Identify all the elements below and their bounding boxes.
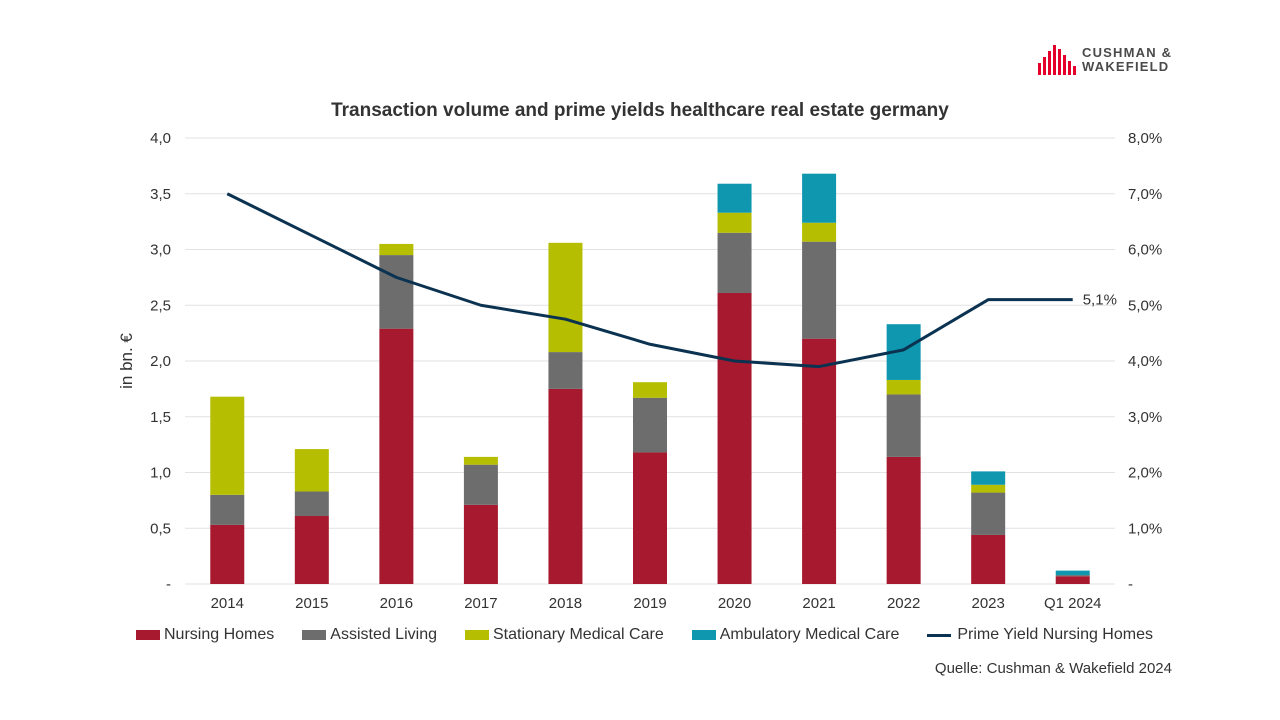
legend-label: Prime Yield Nursing Homes — [957, 626, 1153, 643]
bar-assisted-living — [379, 255, 414, 329]
bar-stationary-medical-care — [548, 242, 583, 353]
x-tick-label: Q1 2024 — [1044, 595, 1102, 612]
x-tick-label: 2015 — [295, 595, 328, 612]
bar-nursing-homes — [463, 504, 498, 584]
y-tick-label: 3,5 — [150, 186, 171, 203]
bar-nursing-homes — [548, 388, 583, 584]
legend-item: Stationary Medical Care — [464, 626, 664, 644]
x-tick-label: 2014 — [211, 595, 244, 612]
bar-stationary-medical-care — [971, 484, 1006, 493]
bar-nursing-homes — [717, 292, 752, 584]
x-tick-label: 2017 — [464, 595, 497, 612]
bar-nursing-homes — [802, 338, 837, 584]
bar-assisted-living — [1055, 575, 1090, 577]
y2-tick-label: 3,0% — [1128, 409, 1162, 426]
legend-item: Prime Yield Nursing Homes — [927, 626, 1153, 644]
bar-assisted-living — [210, 494, 245, 525]
bar-nursing-homes — [886, 456, 921, 584]
x-tick-label: 2020 — [718, 595, 751, 612]
legend-swatch — [691, 630, 716, 640]
bar-stationary-medical-care — [717, 212, 752, 233]
logo-mark-icon — [1038, 45, 1076, 75]
bar-nursing-homes — [294, 515, 329, 584]
bar-assisted-living — [717, 232, 752, 293]
bar-ambulatory-medical-care — [971, 471, 1006, 485]
yield-end-label: 5,1% — [1083, 292, 1117, 309]
source-note: Quelle: Cushman & Wakefield 2024 — [934, 660, 1172, 677]
y-tick-label: 1,0 — [150, 465, 171, 482]
y2-tick-label: 2,0% — [1128, 465, 1162, 482]
y-tick-label: 0,5 — [150, 520, 171, 537]
y2-tick-label: 5,0% — [1128, 297, 1162, 314]
legend-swatch — [136, 630, 160, 640]
y2-tick-label: 7,0% — [1128, 186, 1162, 203]
bar-assisted-living — [463, 464, 498, 505]
bar-stationary-medical-care — [633, 382, 667, 398]
x-tick-label: 2018 — [549, 595, 582, 612]
legend-label: Nursing Homes — [164, 626, 275, 643]
bar-stationary-medical-care — [210, 396, 245, 495]
bar-nursing-homes — [210, 524, 245, 584]
bar-stationary-medical-care — [886, 379, 921, 395]
y2-tick-label: 1,0% — [1128, 520, 1162, 537]
y2-tick-label: 4,0% — [1128, 353, 1162, 370]
bar-assisted-living — [971, 492, 1006, 535]
x-tick-label: 2022 — [887, 595, 920, 612]
legend-swatch — [302, 630, 327, 640]
prime-yield-line — [226, 192, 1073, 369]
legend-swatch — [927, 633, 952, 637]
chart-legend: Nursing Homes Assisted Living Stationary M… — [136, 626, 1153, 644]
y-tick-label: 1,5 — [150, 409, 171, 426]
bar-stationary-medical-care — [802, 222, 837, 242]
bar-stationary-medical-care — [379, 243, 414, 256]
y-tick-label: 3,0 — [150, 242, 171, 259]
y-tick-label: 2,5 — [150, 297, 171, 314]
bar-nursing-homes — [1055, 576, 1090, 584]
legend-label: Ambulatory Medical Care — [719, 626, 900, 643]
bar-assisted-living — [294, 491, 329, 516]
y2-tick-label: - — [1128, 576, 1133, 593]
bar-stationary-medical-care — [294, 449, 329, 492]
y-tick-label: - — [166, 576, 171, 593]
bar-ambulatory-medical-care — [1055, 570, 1090, 576]
x-tick-label: 2016 — [380, 595, 413, 612]
x-tick-label: 2023 — [971, 595, 1004, 612]
chart-title: Transaction volume and prime yields heal… — [331, 100, 949, 121]
legend-label: Assisted Living — [330, 626, 437, 643]
legend-item: Ambulatory Medical Care — [691, 626, 900, 644]
bar-assisted-living — [633, 397, 667, 453]
y2-tick-label: 6,0% — [1128, 242, 1162, 259]
logo-line-2: WAKEFIELD — [1082, 59, 1170, 74]
y2-tick-label: 8,0% — [1128, 130, 1162, 147]
bar-assisted-living — [802, 241, 837, 339]
legend-label: Stationary Medical Care — [492, 626, 664, 643]
y-tick-label: 4,0 — [150, 130, 171, 147]
bar-assisted-living — [886, 394, 921, 457]
bar-nursing-homes — [379, 328, 414, 584]
bar-ambulatory-medical-care — [717, 183, 752, 213]
y-tick-label: 2,0 — [150, 353, 171, 370]
legend-item: Nursing Homes — [136, 626, 274, 644]
x-tick-label: 2019 — [633, 595, 666, 612]
bar-assisted-living — [548, 352, 583, 389]
x-tick-label: 2021 — [802, 595, 835, 612]
bar-nursing-homes — [971, 534, 1006, 584]
cushman-wakefield-logo: CUSHMAN & WAKEFIELD — [1038, 45, 1172, 75]
y-axis-label: in bn. € — [117, 333, 136, 389]
legend-item: Assisted Living — [302, 626, 437, 644]
bar-ambulatory-medical-care — [802, 173, 837, 223]
logo-text: CUSHMAN & WAKEFIELD — [1082, 46, 1172, 74]
logo-line-1: CUSHMAN & — [1082, 45, 1173, 60]
legend-swatch — [464, 630, 489, 640]
bar-stationary-medical-care — [463, 456, 498, 465]
bar-nursing-homes — [633, 452, 667, 584]
